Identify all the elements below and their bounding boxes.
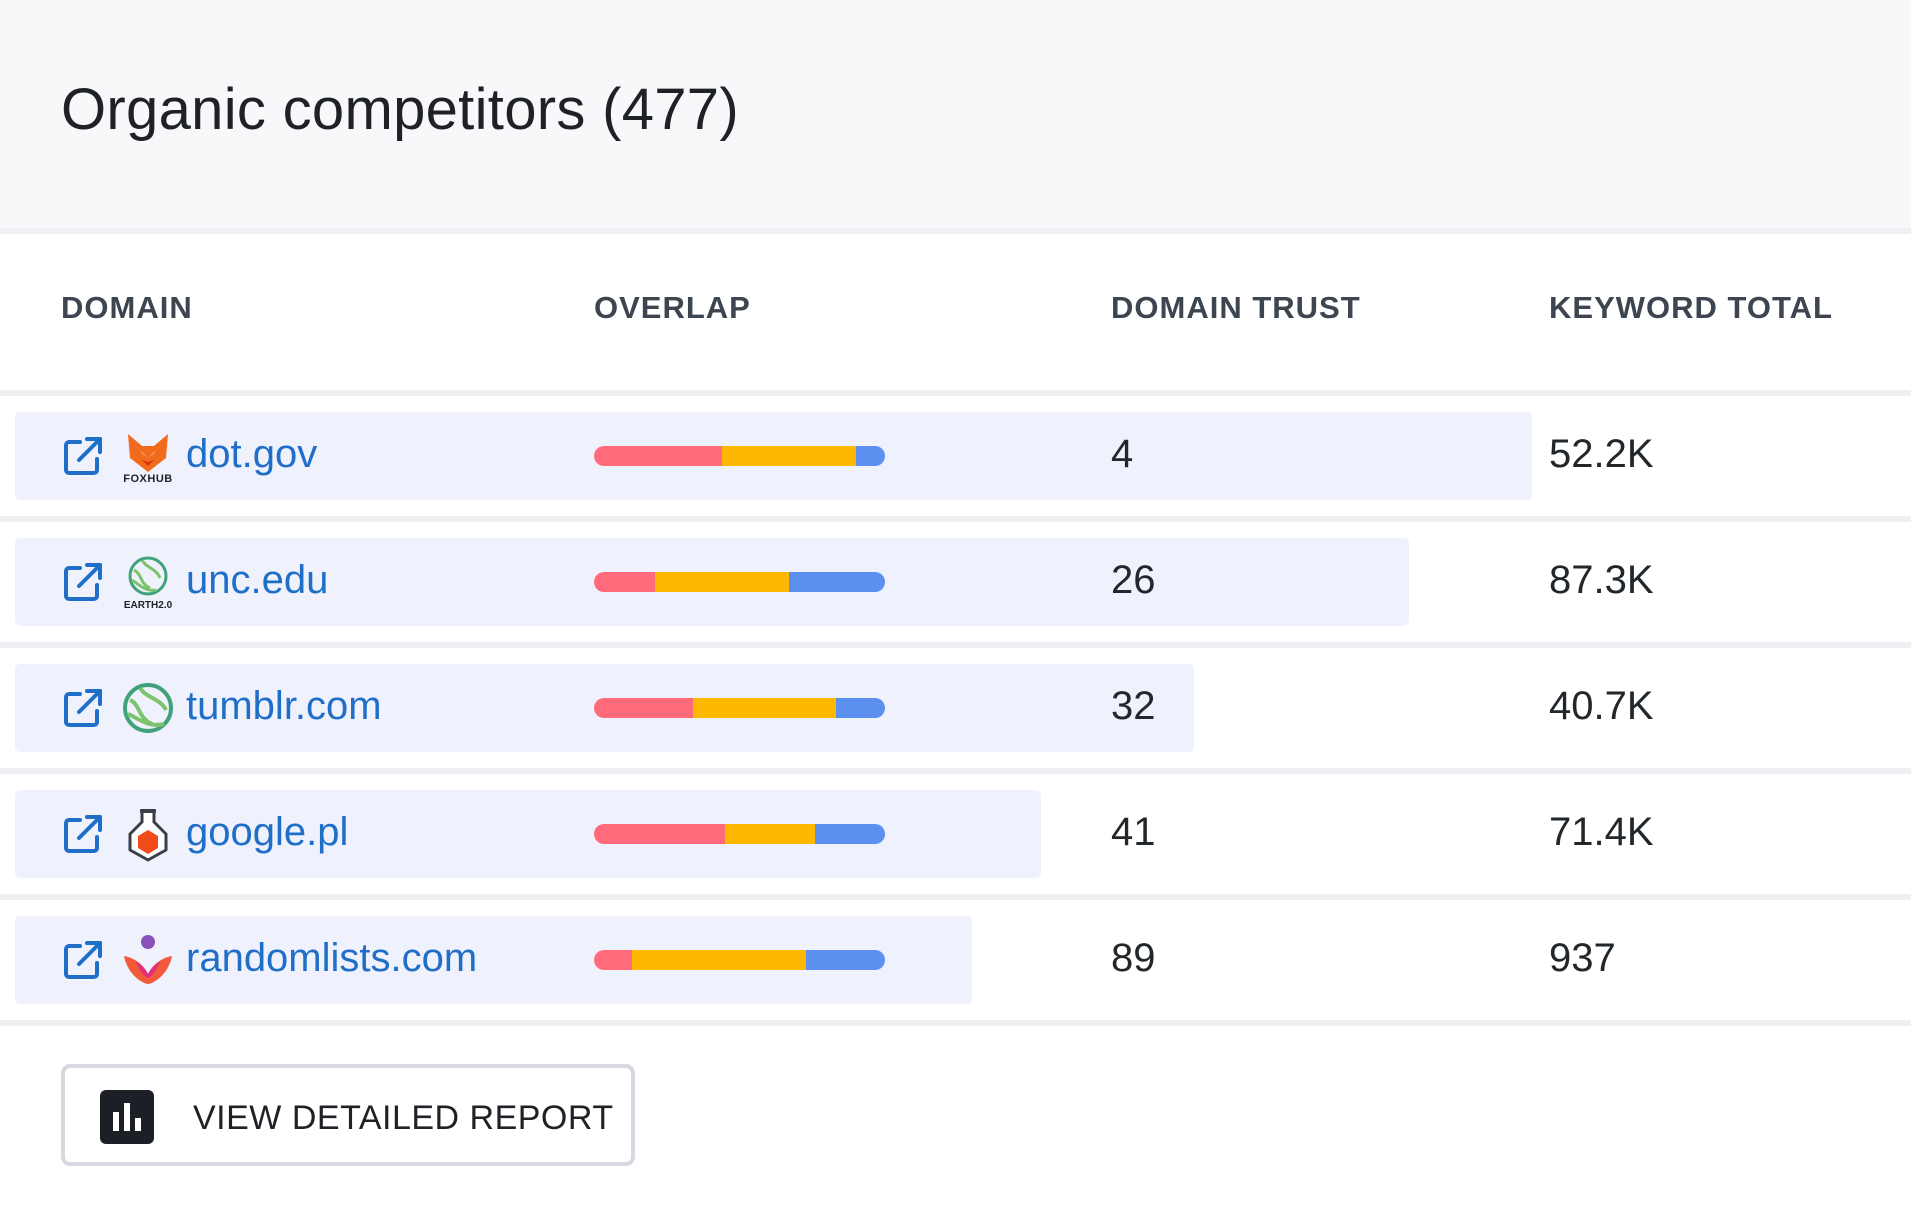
overlap-segment-red [594,446,723,466]
domain-link[interactable]: dot.gov [186,432,318,476]
page-title: Organic competitors (477) [61,77,739,142]
lotus-logo [120,932,176,988]
keyword-total-value: 52.2K [1549,432,1654,476]
keyword-total-value: 40.7K [1549,684,1654,728]
domain-link[interactable]: google.pl [186,810,349,854]
domain-trust-value: 41 [1111,810,1156,854]
overlap-segment-yellow [724,824,816,844]
view-detailed-report-button[interactable]: VIEW DETAILED REPORT [61,1064,635,1166]
earth-logo: EARTH2.0 [120,554,176,611]
overlap-bar [594,698,885,718]
overlap-segment-blue [788,572,885,592]
flask-logo [120,806,176,862]
overlap-segment-red [594,950,632,970]
logo-text: EARTH2.0 [124,600,173,610]
domain-link[interactable]: tumblr.com [186,684,382,728]
row-divider [0,768,1911,774]
domain-link[interactable]: randomlists.com [186,936,478,980]
overlap-bar [594,950,885,970]
column-header-overlap: OVERLAP [594,290,751,325]
row-divider [0,642,1911,648]
domain-trust-value: 32 [1111,684,1156,728]
column-header-domain-trust: DOMAIN TRUST [1111,290,1361,325]
keyword-total-value: 87.3K [1549,558,1654,602]
keyword-total-value: 71.4K [1549,810,1654,854]
row-divider [0,894,1911,900]
overlap-bar [594,572,885,592]
overlap-segment-blue [806,950,885,970]
header-panel: Organic competitors (477) [0,0,1911,228]
external-link-icon[interactable] [61,560,105,604]
domain-trust-value: 4 [1111,432,1134,476]
domain-link[interactable]: unc.edu [186,558,329,602]
overlap-segment-yellow [722,446,856,466]
header-divider [0,228,1911,234]
domain-trust-value: 89 [1111,936,1156,980]
overlap-segment-blue [815,824,885,844]
external-link-icon[interactable] [61,434,105,478]
keyword-total-value: 937 [1549,936,1616,980]
foxhub-logo: FOXHUB [120,428,176,485]
overlap-segment-yellow [692,698,836,718]
bar-chart-icon [100,1090,154,1144]
header-row-divider [0,390,1911,396]
column-header-keyword-total: KEYWORD TOTAL [1549,290,1833,325]
overlap-segment-red [594,572,656,592]
overlap-segment-yellow [631,950,807,970]
external-link-icon[interactable] [61,938,105,982]
overlap-segment-blue [835,698,885,718]
column-header-domain: DOMAIN [61,290,193,325]
overlap-bar [594,824,885,844]
overlap-segment-yellow [655,572,789,592]
globe-logo [120,680,176,736]
overlap-bar [594,446,885,466]
view-detailed-report-label: VIEW DETAILED REPORT [193,1099,614,1137]
overlap-segment-red [594,824,725,844]
domain-trust-value: 26 [1111,558,1156,602]
row-divider [0,1020,1911,1026]
overlap-segment-blue [855,446,885,466]
external-link-icon[interactable] [61,686,105,730]
external-link-icon[interactable] [61,812,105,856]
row-divider [0,516,1911,522]
logo-text: FOXHUB [123,473,172,484]
overlap-segment-red [594,698,693,718]
